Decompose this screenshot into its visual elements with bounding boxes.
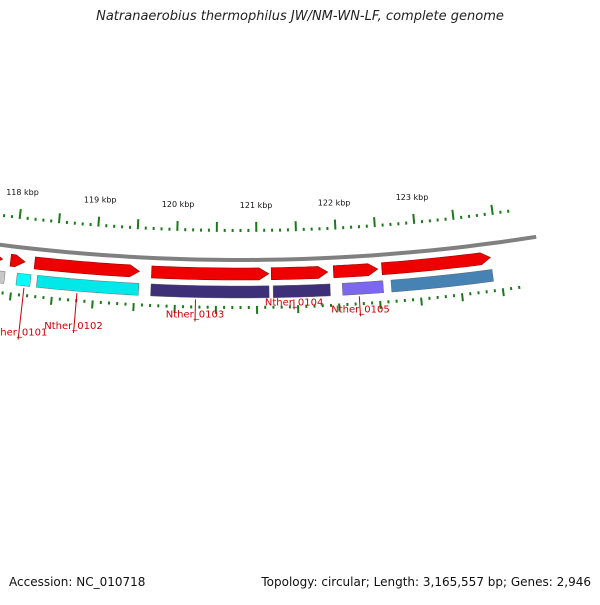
outer-tick [10,293,11,301]
gene-block [273,284,330,298]
inner-tick [98,217,99,227]
outer-tick [92,300,93,308]
gene-label: Nther_0105 [331,304,389,315]
outer-tick [421,298,422,306]
cds-arrow [34,257,139,277]
accession-text: Accession: NC_010718 [9,575,145,589]
gene-block [342,281,384,296]
tick-label: 121 kbp [240,201,273,210]
inner-tick [491,205,492,215]
tick-label: 123 kbp [396,193,429,202]
outer-tick [462,293,463,301]
gene-block [36,275,139,295]
genome-title: Natranaerobius thermophilus JW/NM-WN-LF,… [0,9,600,24]
inner-tick [59,213,60,223]
cds-arrow [151,266,268,280]
cds-arrow [0,232,3,264]
inner-tick [452,210,453,220]
inner-tick [335,220,336,230]
gene-label: Nther_0104 [265,297,323,308]
gene-label: Nther_0103 [166,310,224,321]
outer-tick [51,297,52,305]
inner-tick [374,217,375,227]
gene-label: Nther_0102 [44,321,102,332]
gene-block [0,250,5,284]
cds-arrow [10,254,25,266]
gene-block [151,284,270,298]
outer-tick [519,286,520,289]
cds-arrow [381,253,490,275]
tick-label: 122 kbp [318,199,351,208]
gene-block [16,273,31,287]
outer-tick [503,288,504,296]
inner-tick [413,214,414,224]
topology-summary-text: Topology: circular; Length: 3,165,557 bp… [261,575,591,589]
gene-label: Nther_0101 [0,328,47,339]
cds-arrow [271,266,328,279]
tick-label: 118 kbp [6,188,39,197]
backbone-line [0,213,536,260]
tick-label: 119 kbp [84,196,117,205]
cds-arrow [333,264,378,278]
inner-tick [20,209,21,219]
tick-label: 120 kbp [162,200,195,209]
inner-tick [138,219,139,229]
